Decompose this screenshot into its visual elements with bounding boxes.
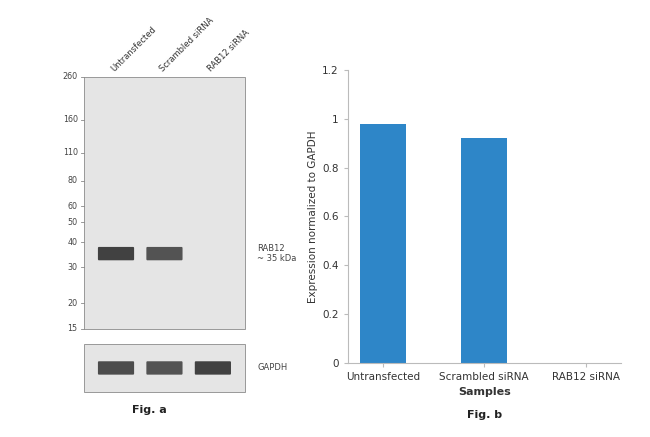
Text: Fig. b: Fig. b bbox=[467, 409, 502, 420]
FancyBboxPatch shape bbox=[146, 247, 183, 260]
Text: Untransfected: Untransfected bbox=[110, 24, 159, 73]
Text: 80: 80 bbox=[68, 177, 78, 185]
Bar bbox=[84, 77, 245, 329]
Text: 40: 40 bbox=[68, 238, 78, 246]
Bar bbox=[84, 344, 245, 392]
Text: 60: 60 bbox=[68, 202, 78, 211]
Text: RAB12 siRNA: RAB12 siRNA bbox=[207, 28, 252, 73]
Text: Fig. a: Fig. a bbox=[132, 405, 167, 415]
Text: 30: 30 bbox=[68, 263, 78, 272]
Y-axis label: Expression normalized to GAPDH: Expression normalized to GAPDH bbox=[308, 130, 318, 302]
Text: 160: 160 bbox=[63, 115, 78, 124]
Text: GAPDH: GAPDH bbox=[257, 364, 287, 372]
Text: 20: 20 bbox=[68, 299, 78, 308]
Bar bbox=[462, 138, 507, 363]
Bar bbox=[360, 124, 406, 363]
Text: 15: 15 bbox=[68, 324, 78, 333]
FancyBboxPatch shape bbox=[146, 361, 183, 375]
Text: 260: 260 bbox=[62, 73, 78, 81]
Text: RAB12
~ 35 kDa: RAB12 ~ 35 kDa bbox=[257, 244, 296, 264]
Text: 110: 110 bbox=[63, 148, 78, 157]
FancyBboxPatch shape bbox=[195, 361, 231, 375]
Text: Scrambled siRNA: Scrambled siRNA bbox=[158, 15, 216, 73]
Text: 50: 50 bbox=[68, 218, 78, 227]
FancyBboxPatch shape bbox=[98, 361, 134, 375]
X-axis label: Samples: Samples bbox=[458, 387, 511, 397]
FancyBboxPatch shape bbox=[98, 247, 134, 260]
